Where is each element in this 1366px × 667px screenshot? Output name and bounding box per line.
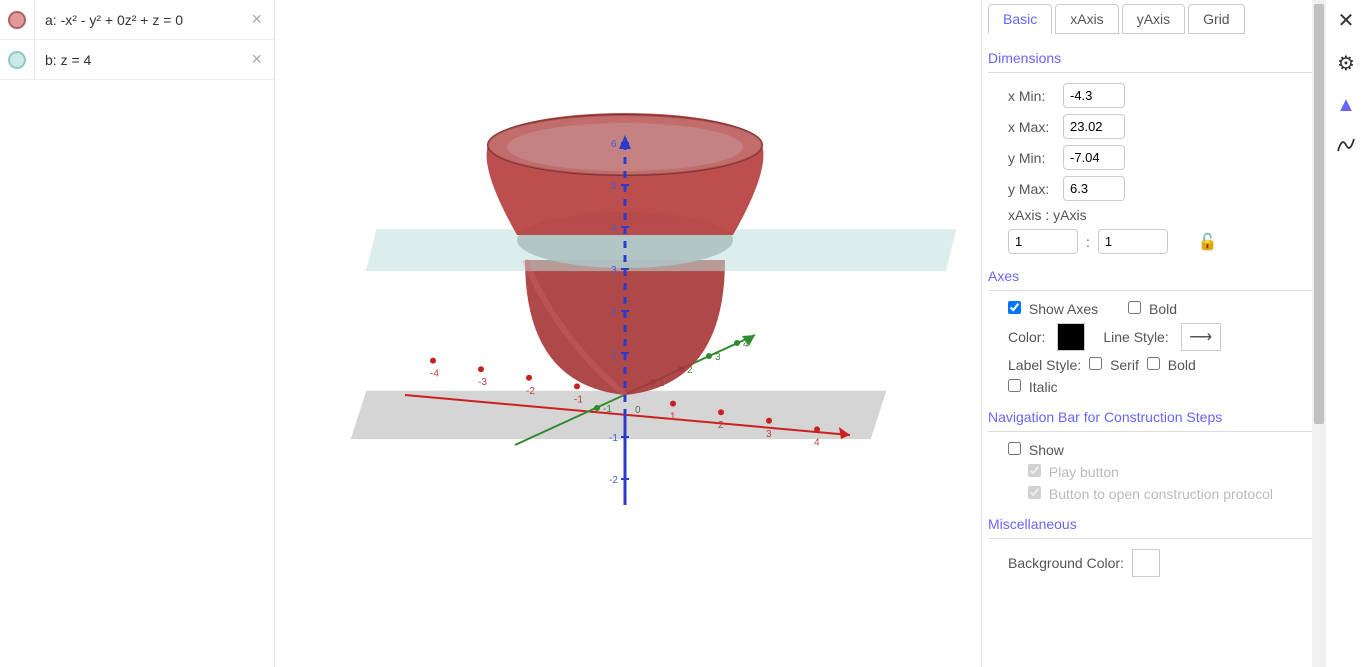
curve-icon[interactable]: [1336, 135, 1356, 159]
svg-text:-2: -2: [526, 386, 535, 397]
section-misc: Miscellaneous: [988, 508, 1312, 539]
ratio-label: xAxis : yAxis: [1008, 207, 1087, 223]
settings-tabs: Basic xAxis yAxis Grid: [988, 4, 1312, 34]
settings-panel: Basic xAxis yAxis Grid Dimensions x Min:…: [981, 0, 1326, 667]
svg-text:3: 3: [611, 265, 617, 276]
delete-icon[interactable]: ×: [247, 49, 266, 70]
svg-text:-1: -1: [609, 433, 618, 444]
object-color-b[interactable]: [8, 51, 26, 69]
axes-bold-checkbox[interactable]: Bold: [1128, 301, 1177, 317]
bg-color-label: Background Color:: [1008, 555, 1124, 571]
svg-text:0: 0: [635, 405, 641, 416]
delete-icon[interactable]: ×: [247, 9, 266, 30]
svg-text:2: 2: [611, 307, 617, 318]
label-style-label: Label Style:: [1008, 357, 1081, 373]
algebra-label-b: b: z = 4: [45, 52, 247, 68]
svg-text:4: 4: [611, 223, 617, 234]
serif-checkbox[interactable]: Serif: [1089, 357, 1139, 373]
view3d-icon[interactable]: ▲: [1336, 94, 1356, 117]
svg-text:-1: -1: [574, 394, 583, 405]
xmin-label: x Min:: [1008, 88, 1063, 104]
algebra-panel: a: -x² - y² + 0z² + z = 0 × b: z = 4 ×: [0, 0, 275, 667]
ratio-x-input[interactable]: [1008, 229, 1078, 254]
xmax-input[interactable]: [1063, 114, 1125, 139]
bg-color-swatch[interactable]: [1132, 549, 1160, 577]
line-style-select[interactable]: ⟶: [1181, 323, 1221, 351]
tab-yaxis[interactable]: yAxis: [1122, 4, 1185, 34]
gear-icon[interactable]: ⚙: [1337, 51, 1355, 76]
axes-color-label: Color:: [1008, 329, 1045, 345]
svg-text:-4: -4: [430, 369, 439, 380]
svg-text:1: 1: [670, 412, 676, 423]
italic-checkbox[interactable]: Italic: [1008, 379, 1058, 395]
lock-icon[interactable]: 🔓: [1198, 232, 1218, 252]
ratio-y-input[interactable]: [1098, 229, 1168, 254]
tab-basic[interactable]: Basic: [988, 4, 1052, 34]
close-icon[interactable]: ✕: [1338, 8, 1355, 33]
svg-text:-1: -1: [603, 404, 612, 415]
right-icon-bar: ✕ ⚙ ▲: [1326, 0, 1366, 667]
ymin-input[interactable]: [1063, 145, 1125, 170]
object-color-a[interactable]: [8, 11, 26, 29]
ymax-label: y Max:: [1008, 181, 1063, 197]
paraboloid-surface: [366, 113, 956, 395]
svg-text:3: 3: [766, 429, 772, 440]
svg-text:4: 4: [814, 437, 820, 448]
svg-text:2: 2: [718, 420, 724, 431]
axes-color-swatch[interactable]: [1057, 323, 1085, 351]
line-style-label: Line Style:: [1103, 329, 1168, 345]
svg-text:1: 1: [611, 349, 617, 360]
nav-show-checkbox[interactable]: Show: [1008, 442, 1064, 458]
nav-play-checkbox: Play button: [1028, 464, 1119, 480]
settings-scrollbar[interactable]: [1312, 0, 1326, 667]
label-bold-checkbox[interactable]: Bold: [1147, 357, 1196, 373]
section-nav: Navigation Bar for Construction Steps: [988, 401, 1312, 432]
show-axes-checkbox[interactable]: Show Axes: [1008, 301, 1098, 317]
algebra-item-a[interactable]: a: -x² - y² + 0z² + z = 0 ×: [0, 0, 274, 40]
svg-text:-2: -2: [609, 475, 618, 486]
svg-text:6: 6: [611, 139, 617, 150]
algebra-item-b[interactable]: b: z = 4 ×: [0, 40, 274, 80]
svg-text:4: 4: [743, 339, 749, 350]
tab-xaxis[interactable]: xAxis: [1055, 4, 1118, 34]
ymin-label: y Min:: [1008, 150, 1063, 166]
svg-text:3: 3: [715, 352, 721, 363]
svg-text:-3: -3: [478, 377, 487, 388]
algebra-label-a: a: -x² - y² + 0z² + z = 0: [45, 12, 247, 28]
xmin-input[interactable]: [1063, 83, 1125, 108]
svg-text:5: 5: [611, 181, 617, 192]
section-axes: Axes: [988, 260, 1312, 291]
tab-grid[interactable]: Grid: [1188, 4, 1244, 34]
graphics-3d-view[interactable]: -4 -3 -2 -1 1 2 3 4 -1 1 2 3 4: [275, 0, 981, 667]
section-dimensions: Dimensions: [988, 42, 1312, 73]
ymax-input[interactable]: [1063, 176, 1125, 201]
xmax-label: x Max:: [1008, 119, 1063, 135]
nav-protocol-checkbox: Button to open construction protocol: [1028, 486, 1273, 502]
